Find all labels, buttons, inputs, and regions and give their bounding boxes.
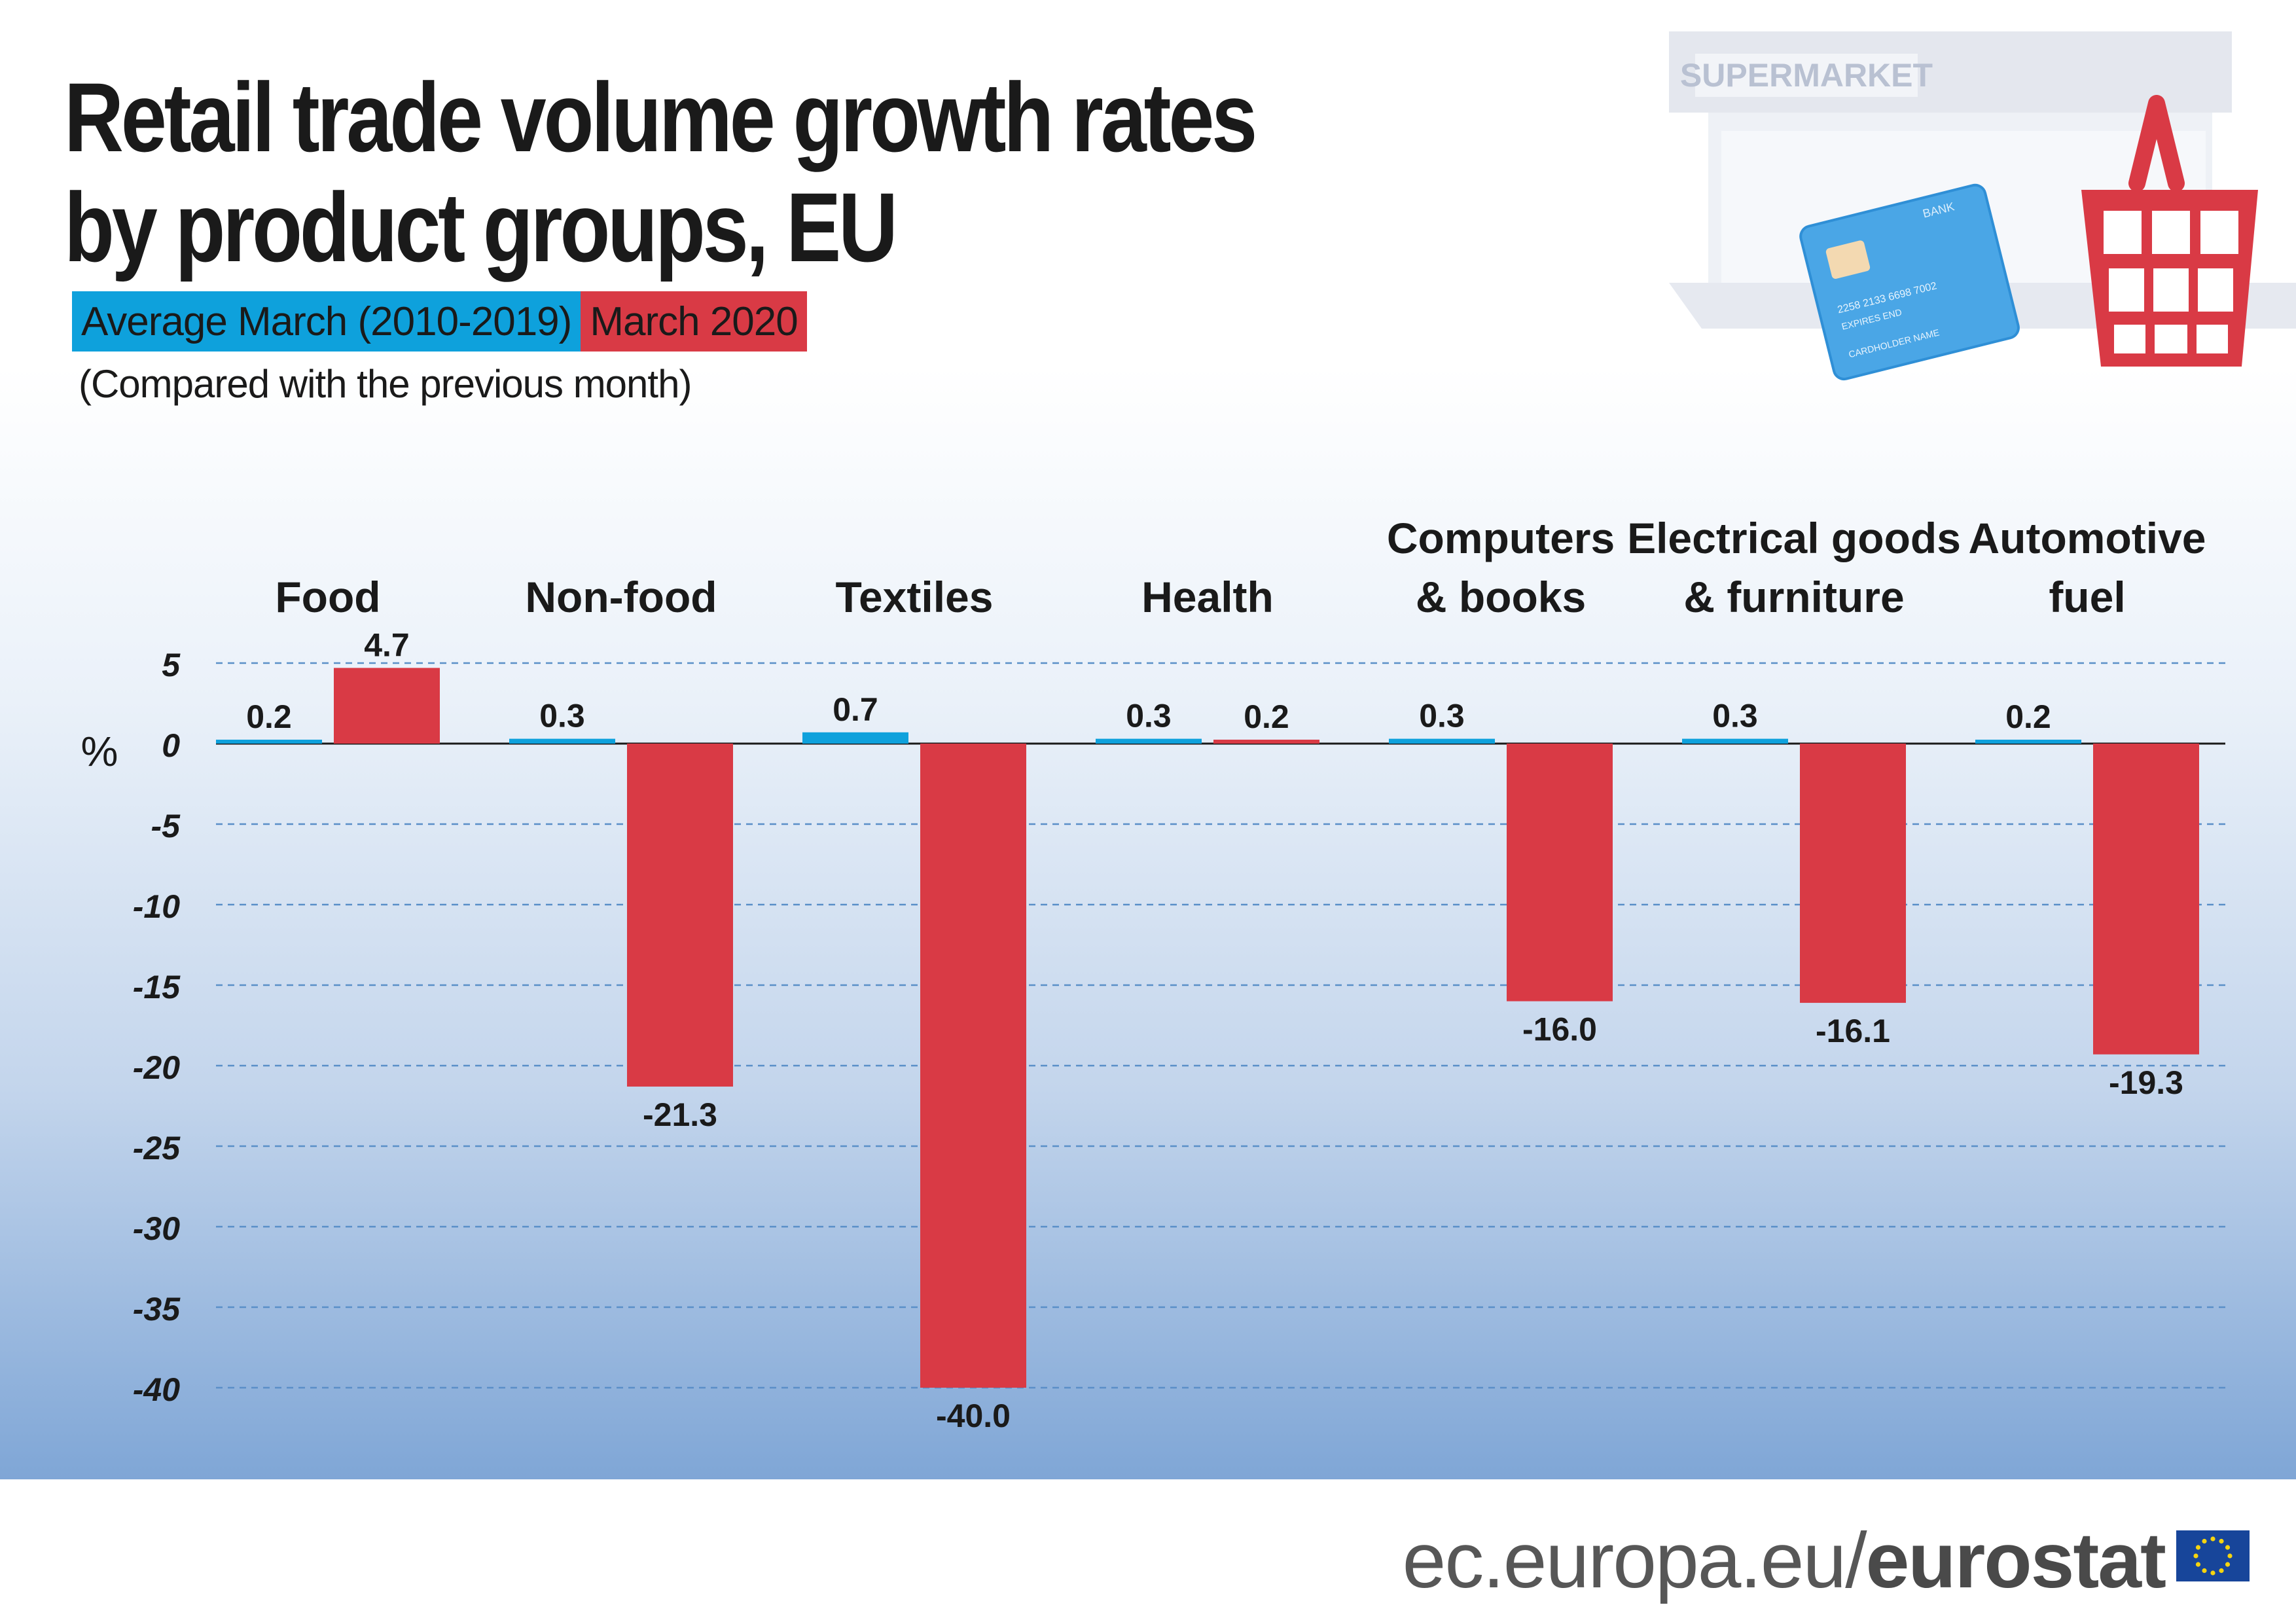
credit-card-icon: BANK 2258 2133 6698 7002 EXPIRES END CAR… (1799, 183, 2020, 381)
store-sign-text: SUPERMARKET (1680, 57, 1933, 94)
bar-march-2020 (627, 744, 733, 1087)
y-tick-label: -15 (133, 969, 181, 1005)
bar-value-label: 0.2 (246, 698, 292, 735)
y-tick-label: -20 (133, 1049, 180, 1086)
bar-march-2020 (920, 744, 1026, 1388)
bar-average (1975, 740, 2081, 744)
bar-average (802, 732, 908, 744)
bar-value-label: -16.1 (1816, 1013, 1890, 1049)
y-tick-label: -40 (133, 1371, 180, 1408)
footer-url-prefix: ec.europa.eu/ (1402, 1517, 1867, 1604)
plot-background (0, 367, 2296, 1479)
chart-subtitle: (Compared with the previous month) (79, 362, 692, 406)
legend-item-march-2020: March 2020 (581, 291, 807, 352)
bar-march-2020 (1213, 740, 1319, 744)
eu-flag-icon (2176, 1530, 2250, 1581)
y-tick-label: -10 (133, 888, 180, 925)
bar-average (509, 738, 615, 744)
shopping-basket-icon (2081, 95, 2258, 367)
bar-average (1096, 738, 1202, 744)
bar-value-label: -19.3 (2109, 1064, 2183, 1101)
bars: 0.2 4.7 0.3 -21.3 0.7 -40.0 0.3 0.2 0.3 -16.0 0.3 -… (216, 626, 2199, 1434)
y-tick-label: -25 (133, 1130, 181, 1166)
bar-march-2020 (1507, 744, 1613, 1001)
footer-url[interactable]: ec.europa.eu/eurostat (1402, 1515, 2166, 1606)
category-label: Automotive (1969, 514, 2206, 562)
y-tick-label: -30 (133, 1210, 180, 1247)
category-label: & furniture (1683, 573, 1904, 621)
bar-value-label: 0.3 (539, 698, 585, 734)
bar-march-2020 (2093, 744, 2199, 1055)
chart-title-line-1: Retail trade volume growth rates (64, 62, 1257, 172)
gridlines: 5 0 -5 -10 -15 -20 -25 -30 -35 -40 (133, 647, 2225, 1408)
bar-march-2020 (334, 668, 440, 744)
category-labels: Food Non-food Textiles Health Computers & boo… (275, 514, 2206, 621)
bar-march-2020 (1800, 744, 1906, 1003)
y-tick-label: 5 (162, 647, 181, 683)
legend-item-average: Average March (2010-2019) (72, 291, 581, 352)
y-tick-label: 0 (162, 727, 180, 764)
category-label: Food (275, 573, 380, 621)
bar-value-label: 0.2 (2005, 698, 2051, 735)
chart-title-line-2: by product groups, EU (64, 172, 898, 282)
chart-title: Retail trade volume growth rates by prod… (64, 62, 1329, 282)
bar-value-label: 0.3 (1712, 698, 1758, 734)
bar-value-label: 0.7 (833, 691, 878, 728)
bar-average (216, 740, 322, 744)
legend: Average March (2010-2019) March 2020 (72, 291, 807, 352)
supermarket-illustration: SUPERMARKET BANK 2258 2133 6698 7002 EXP… (1669, 31, 2296, 381)
bar-value-label: -21.3 (643, 1096, 717, 1133)
category-label: fuel (2049, 573, 2125, 621)
category-label: Health (1141, 573, 1274, 621)
bar-value-label: -16.0 (1522, 1011, 1597, 1048)
bar-value-label: 0.3 (1126, 698, 1172, 734)
footer-strip (0, 1479, 2296, 1624)
y-axis-unit-label: % (81, 728, 118, 775)
category-label: Computers (1387, 514, 1615, 562)
bar-value-label: 0.2 (1244, 698, 1289, 735)
footer-brand: eurostat (1865, 1517, 2166, 1604)
category-label: Electrical goods (1627, 514, 1961, 562)
category-label: Non-food (525, 573, 717, 621)
category-label: & books (1416, 573, 1586, 621)
category-label: Textiles (836, 573, 994, 621)
bar-value-label: -40.0 (936, 1398, 1011, 1434)
y-tick-label: -5 (151, 808, 181, 844)
bar-value-label: 0.3 (1419, 698, 1465, 734)
bar-average (1389, 738, 1495, 744)
y-tick-label: -35 (133, 1291, 181, 1327)
bar-value-label: 4.7 (364, 626, 410, 663)
y-axis: % (81, 728, 118, 775)
bar-average (1682, 738, 1788, 744)
